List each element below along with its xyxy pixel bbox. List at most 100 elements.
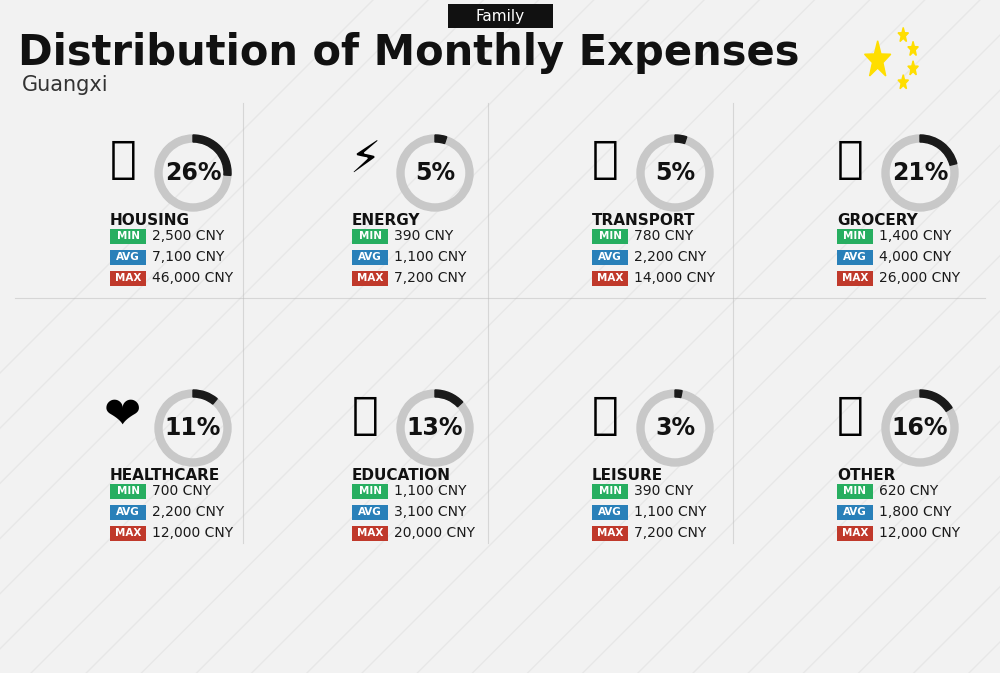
- Text: TRANSPORT: TRANSPORT: [592, 213, 696, 228]
- Text: 🛍️: 🛍️: [592, 394, 618, 437]
- Text: MIN: MIN: [844, 231, 866, 241]
- FancyBboxPatch shape: [837, 229, 873, 244]
- Text: MIN: MIN: [358, 231, 382, 241]
- Text: 7,200 CNY: 7,200 CNY: [394, 271, 466, 285]
- FancyBboxPatch shape: [837, 250, 873, 264]
- FancyBboxPatch shape: [592, 483, 628, 499]
- Text: 1,400 CNY: 1,400 CNY: [879, 229, 951, 243]
- Text: MAX: MAX: [115, 528, 141, 538]
- Text: 🎓: 🎓: [352, 394, 378, 437]
- Text: AVG: AVG: [843, 252, 867, 262]
- Text: Guangxi: Guangxi: [22, 75, 109, 95]
- Text: MIN: MIN: [598, 231, 622, 241]
- Text: MIN: MIN: [358, 486, 382, 496]
- Text: LEISURE: LEISURE: [592, 468, 663, 483]
- Wedge shape: [675, 135, 687, 143]
- FancyBboxPatch shape: [352, 271, 388, 285]
- Text: AVG: AVG: [116, 252, 140, 262]
- Text: 12,000 CNY: 12,000 CNY: [152, 526, 233, 540]
- Wedge shape: [435, 390, 463, 406]
- Text: MAX: MAX: [597, 528, 623, 538]
- Wedge shape: [882, 390, 958, 466]
- Text: AVG: AVG: [598, 252, 622, 262]
- Wedge shape: [675, 390, 682, 398]
- FancyBboxPatch shape: [592, 229, 628, 244]
- Text: 💰: 💰: [837, 394, 863, 437]
- Polygon shape: [898, 28, 908, 42]
- Text: 4,000 CNY: 4,000 CNY: [879, 250, 951, 264]
- Text: 20,000 CNY: 20,000 CNY: [394, 526, 475, 540]
- Text: 21%: 21%: [892, 161, 948, 185]
- Text: 16%: 16%: [892, 416, 948, 440]
- Text: ❤️: ❤️: [104, 394, 142, 437]
- Text: AVG: AVG: [598, 507, 622, 517]
- Wedge shape: [920, 135, 957, 166]
- Text: HEALTHCARE: HEALTHCARE: [110, 468, 220, 483]
- Wedge shape: [920, 390, 952, 411]
- Text: OTHER: OTHER: [837, 468, 895, 483]
- Wedge shape: [193, 135, 231, 176]
- Text: 🛒: 🛒: [837, 139, 863, 182]
- FancyBboxPatch shape: [352, 526, 388, 540]
- Wedge shape: [193, 390, 217, 404]
- Text: 🏙: 🏙: [110, 139, 136, 182]
- Wedge shape: [882, 135, 958, 211]
- Text: 12,000 CNY: 12,000 CNY: [879, 526, 960, 540]
- Wedge shape: [637, 135, 713, 211]
- FancyBboxPatch shape: [592, 250, 628, 264]
- FancyBboxPatch shape: [110, 250, 146, 264]
- Text: 14,000 CNY: 14,000 CNY: [634, 271, 715, 285]
- Text: MIN: MIN: [116, 231, 140, 241]
- FancyBboxPatch shape: [592, 505, 628, 520]
- FancyBboxPatch shape: [110, 483, 146, 499]
- FancyBboxPatch shape: [110, 505, 146, 520]
- Text: Distribution of Monthly Expenses: Distribution of Monthly Expenses: [18, 32, 800, 74]
- Text: 2,200 CNY: 2,200 CNY: [634, 250, 706, 264]
- Text: 390 CNY: 390 CNY: [634, 484, 693, 498]
- FancyBboxPatch shape: [352, 250, 388, 264]
- Text: MAX: MAX: [842, 273, 868, 283]
- Polygon shape: [908, 41, 918, 55]
- Text: 5%: 5%: [655, 161, 695, 185]
- FancyBboxPatch shape: [352, 229, 388, 244]
- Polygon shape: [898, 75, 908, 89]
- Text: MAX: MAX: [597, 273, 623, 283]
- Text: 13%: 13%: [407, 416, 463, 440]
- Wedge shape: [435, 135, 447, 143]
- Text: 46,000 CNY: 46,000 CNY: [152, 271, 233, 285]
- Text: GROCERY: GROCERY: [837, 213, 918, 228]
- Polygon shape: [908, 61, 918, 75]
- Wedge shape: [397, 390, 473, 466]
- FancyBboxPatch shape: [110, 271, 146, 285]
- FancyBboxPatch shape: [110, 229, 146, 244]
- FancyBboxPatch shape: [837, 271, 873, 285]
- Text: 390 CNY: 390 CNY: [394, 229, 453, 243]
- FancyBboxPatch shape: [592, 271, 628, 285]
- Text: MAX: MAX: [357, 528, 383, 538]
- FancyBboxPatch shape: [110, 526, 146, 540]
- Text: MIN: MIN: [598, 486, 622, 496]
- Text: 11%: 11%: [165, 416, 221, 440]
- Text: AVG: AVG: [358, 507, 382, 517]
- Text: MAX: MAX: [842, 528, 868, 538]
- Text: EDUCATION: EDUCATION: [352, 468, 451, 483]
- Text: MIN: MIN: [844, 486, 866, 496]
- Text: MAX: MAX: [115, 273, 141, 283]
- Text: 3%: 3%: [655, 416, 695, 440]
- Text: 2,500 CNY: 2,500 CNY: [152, 229, 224, 243]
- Wedge shape: [155, 390, 231, 466]
- Wedge shape: [155, 135, 231, 211]
- Text: 3,100 CNY: 3,100 CNY: [394, 505, 466, 519]
- Text: 1,100 CNY: 1,100 CNY: [394, 250, 466, 264]
- Text: 1,800 CNY: 1,800 CNY: [879, 505, 952, 519]
- Text: 780 CNY: 780 CNY: [634, 229, 693, 243]
- Wedge shape: [637, 390, 713, 466]
- Text: 1,100 CNY: 1,100 CNY: [394, 484, 466, 498]
- Text: 620 CNY: 620 CNY: [879, 484, 938, 498]
- FancyBboxPatch shape: [837, 526, 873, 540]
- Text: 700 CNY: 700 CNY: [152, 484, 211, 498]
- Text: MAX: MAX: [357, 273, 383, 283]
- Text: AVG: AVG: [843, 507, 867, 517]
- Text: MIN: MIN: [116, 486, 140, 496]
- Text: 2,200 CNY: 2,200 CNY: [152, 505, 224, 519]
